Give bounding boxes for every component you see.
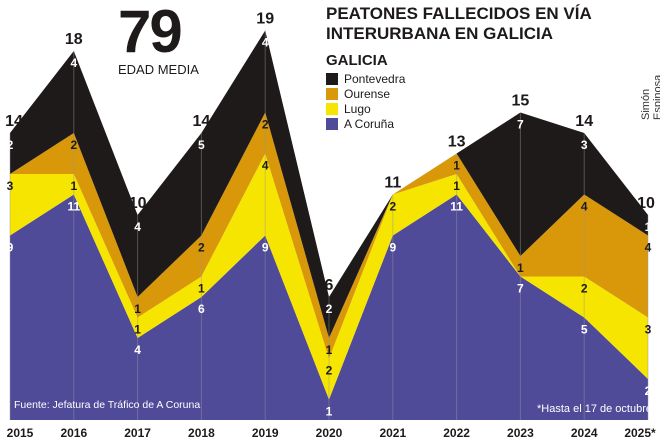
value-label: 4: [262, 36, 269, 50]
legend-label: Lugo: [344, 101, 371, 116]
value-label: 1: [70, 179, 77, 193]
x-tick-label: 2018: [188, 426, 215, 440]
x-tick-label: 2019: [252, 426, 279, 440]
total-label: 10: [129, 195, 147, 212]
value-label: 2: [389, 200, 396, 214]
legend-item: Ourense: [326, 86, 405, 101]
average-age-label: EDAD MEDIA: [118, 62, 199, 77]
legend-title: GALICIA: [326, 52, 388, 69]
value-label: 5: [581, 323, 588, 337]
value-label: 3: [581, 138, 588, 152]
value-label: 4: [262, 159, 269, 173]
total-label: 6: [325, 277, 334, 294]
legend-item: A Coruña: [326, 116, 405, 131]
value-label: 2: [326, 364, 333, 378]
area-a-coruña: [10, 194, 648, 420]
title-line-1: PEATONES FALLECIDOS EN VÍA: [326, 4, 592, 23]
value-label: 1: [198, 282, 205, 296]
value-label: 7: [517, 282, 524, 296]
total-label: 19: [256, 11, 274, 28]
value-label: 3: [7, 179, 14, 193]
source-note: Fuente: Jefatura de Tráfico de A Coruna: [14, 399, 201, 411]
value-label: 2: [262, 118, 269, 132]
value-label: 1: [134, 302, 141, 316]
total-label: 18: [65, 31, 83, 48]
legend-item: Lugo: [326, 101, 405, 116]
value-label: 2: [645, 384, 652, 398]
x-tick-label: 2023: [507, 426, 534, 440]
x-tick-label: 2021: [379, 426, 406, 440]
value-label: 9: [262, 241, 269, 255]
value-label: 1: [453, 159, 460, 173]
value-label: 6: [198, 302, 205, 316]
value-label: 2: [581, 282, 588, 296]
footnote: *Hasta el 17 de octubre: [537, 403, 652, 415]
total-label: 14: [5, 113, 23, 130]
total-label: 10: [637, 195, 655, 212]
x-tick-label: 2024: [571, 426, 598, 440]
area-ourense: [10, 112, 648, 359]
value-label: 4: [581, 200, 588, 214]
x-tick-label: 2025*: [624, 426, 656, 440]
value-label: 5: [198, 138, 205, 152]
value-label: 7: [517, 118, 524, 132]
legend-item: Pontevedra: [326, 71, 405, 86]
legend: GALICIA Pontevedra Ourense Lugo A Coruña: [326, 52, 405, 131]
legend-swatch: [326, 102, 338, 115]
legend-swatch: [326, 117, 338, 130]
value-label: 1: [134, 323, 141, 337]
average-age-value: 79: [118, 0, 183, 65]
x-tick-label: 2016: [60, 426, 87, 440]
value-label: 2: [70, 138, 77, 152]
total-label: 14: [575, 113, 593, 130]
value-label: 11: [450, 200, 463, 214]
value-label: 4: [134, 343, 141, 357]
value-label: 2: [7, 138, 14, 152]
total-label: 15: [512, 93, 530, 110]
value-label: 1: [326, 405, 333, 419]
value-label: 3: [645, 323, 652, 337]
legend-swatch: [326, 72, 338, 85]
value-label: 1: [645, 220, 652, 234]
value-label: 1: [453, 179, 460, 193]
chart-title: PEATONES FALLECIDOS EN VÍA INTERURBANA E…: [326, 4, 592, 44]
value-label: 4: [645, 241, 652, 255]
legend-label: A Coruña: [344, 116, 395, 131]
legend-swatch: [326, 87, 338, 100]
value-label: 11: [67, 200, 80, 214]
total-label: 11: [384, 175, 401, 192]
value-label: 2: [198, 241, 205, 255]
value-label: 1: [517, 261, 524, 275]
legend-label: Pontevedra: [344, 71, 406, 86]
value-label: 4: [70, 56, 77, 70]
area-pontevedra: [10, 30, 648, 338]
x-tick-label: 2015: [7, 426, 34, 440]
x-tick-label: 2022: [443, 426, 470, 440]
x-tick-label: 2017: [124, 426, 151, 440]
value-label: 4: [134, 220, 141, 234]
x-tick-label: 2020: [316, 426, 343, 440]
value-label: 2: [326, 302, 333, 316]
value-label: 9: [389, 241, 396, 255]
title-line-2: INTERURBANA EN GALICIA: [326, 24, 553, 43]
value-label: 9: [7, 241, 14, 255]
total-label: 13: [448, 134, 466, 151]
value-label: 1: [326, 343, 333, 357]
author-credit: Simón Espinosa: [640, 74, 660, 120]
legend-label: Ourense: [344, 86, 391, 101]
total-label: 14: [193, 113, 211, 130]
